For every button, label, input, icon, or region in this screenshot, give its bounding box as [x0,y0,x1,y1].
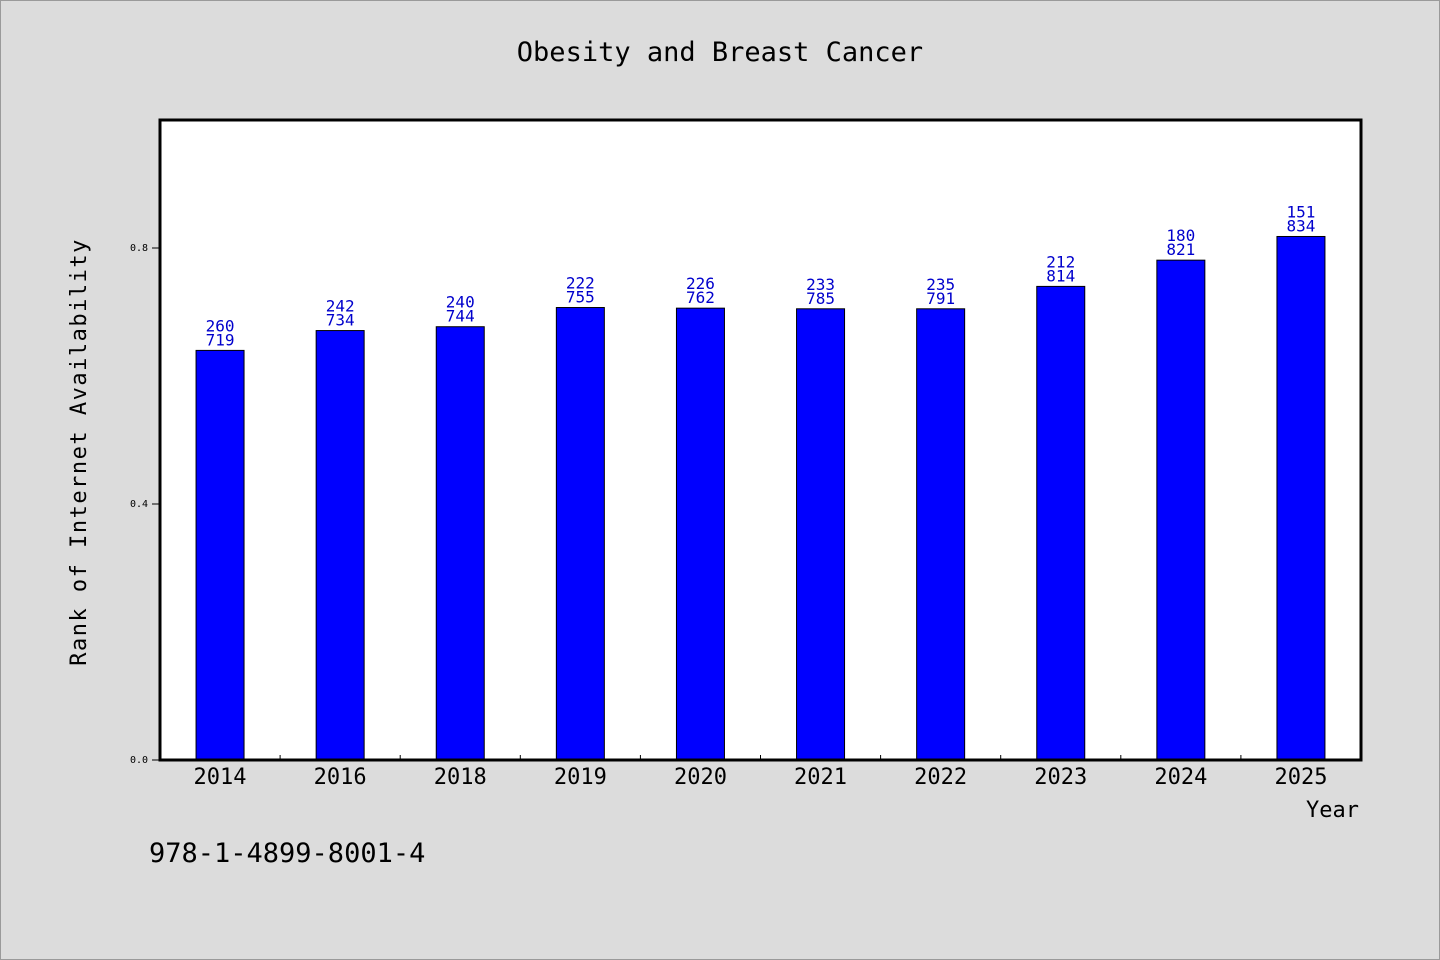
data-label-top-2018: 240 [446,293,475,312]
data-label-bottom-2018: 744 [446,307,475,326]
data-label-bottom-2025: 834 [1286,216,1315,235]
ticks-layer: 2014 2016 2018 2019 2020 2021 2022 2023 2024 2025… [130,243,1328,790]
y-tick-label: 0.4 [130,499,148,510]
bar-2019 [555,307,605,761]
bar-2025 [1276,235,1326,761]
bar-2024 [1156,259,1206,761]
data-label-top-2022: 235 [926,275,955,294]
x-tick-label-2022: 2022 [914,765,967,790]
bar-2020 [675,307,725,761]
data-label-top-2020: 226 [686,274,715,293]
data-label-bottom-2016: 734 [326,311,355,330]
bar-2016 [315,330,365,761]
data-label-top-2019: 222 [566,274,595,293]
y-axis-label: Rank of Internet Availability [67,238,92,666]
x-tick-label-2020: 2020 [674,765,727,790]
bar-2023 [1036,285,1086,761]
x-tick-label-2016: 2016 [314,765,367,790]
data-label-top-2023: 212 [1046,252,1075,271]
bar-2021 [796,308,846,761]
data-label-top-2025: 151 [1286,202,1315,221]
data-label-top-2024: 180 [1166,226,1195,245]
y-tick-label: 0.0 [130,755,148,766]
x-tick-label-2021: 2021 [794,765,847,790]
bar-2018 [435,326,485,761]
footnote-isbn: 978-1-4899-8001-4 [149,838,425,869]
data-label-top-2014: 260 [206,316,235,335]
data-label-bottom-2021: 785 [806,289,835,308]
x-tick-label-2014: 2014 [194,765,247,790]
x-tick-label-2024: 2024 [1154,765,1207,790]
data-label-bottom-2022: 791 [926,289,955,308]
data-label-top-2021: 233 [806,275,835,294]
data-label-bottom-2023: 814 [1046,266,1075,285]
bar-2022 [916,308,966,761]
x-tick-label-2019: 2019 [554,765,607,790]
chart-title: Obesity and Breast Cancer [517,37,923,68]
plot-frame [158,118,1363,762]
x-tick-label-2018: 2018 [434,765,487,790]
data-label-bottom-2024: 821 [1166,240,1195,259]
bar-2014 [195,349,245,761]
data-label-bottom-2014: 719 [206,330,235,349]
data-label-bottom-2020: 762 [686,288,715,307]
x-axis-label: Year [1306,798,1359,823]
bars-layer [195,235,1326,761]
y-tick-label: 0.8 [130,243,148,254]
x-tick-label-2025: 2025 [1274,765,1327,790]
data-label-bottom-2019: 755 [566,288,595,307]
data-label-top-2016: 242 [326,297,355,316]
x-tick-label-2023: 2023 [1034,765,1087,790]
